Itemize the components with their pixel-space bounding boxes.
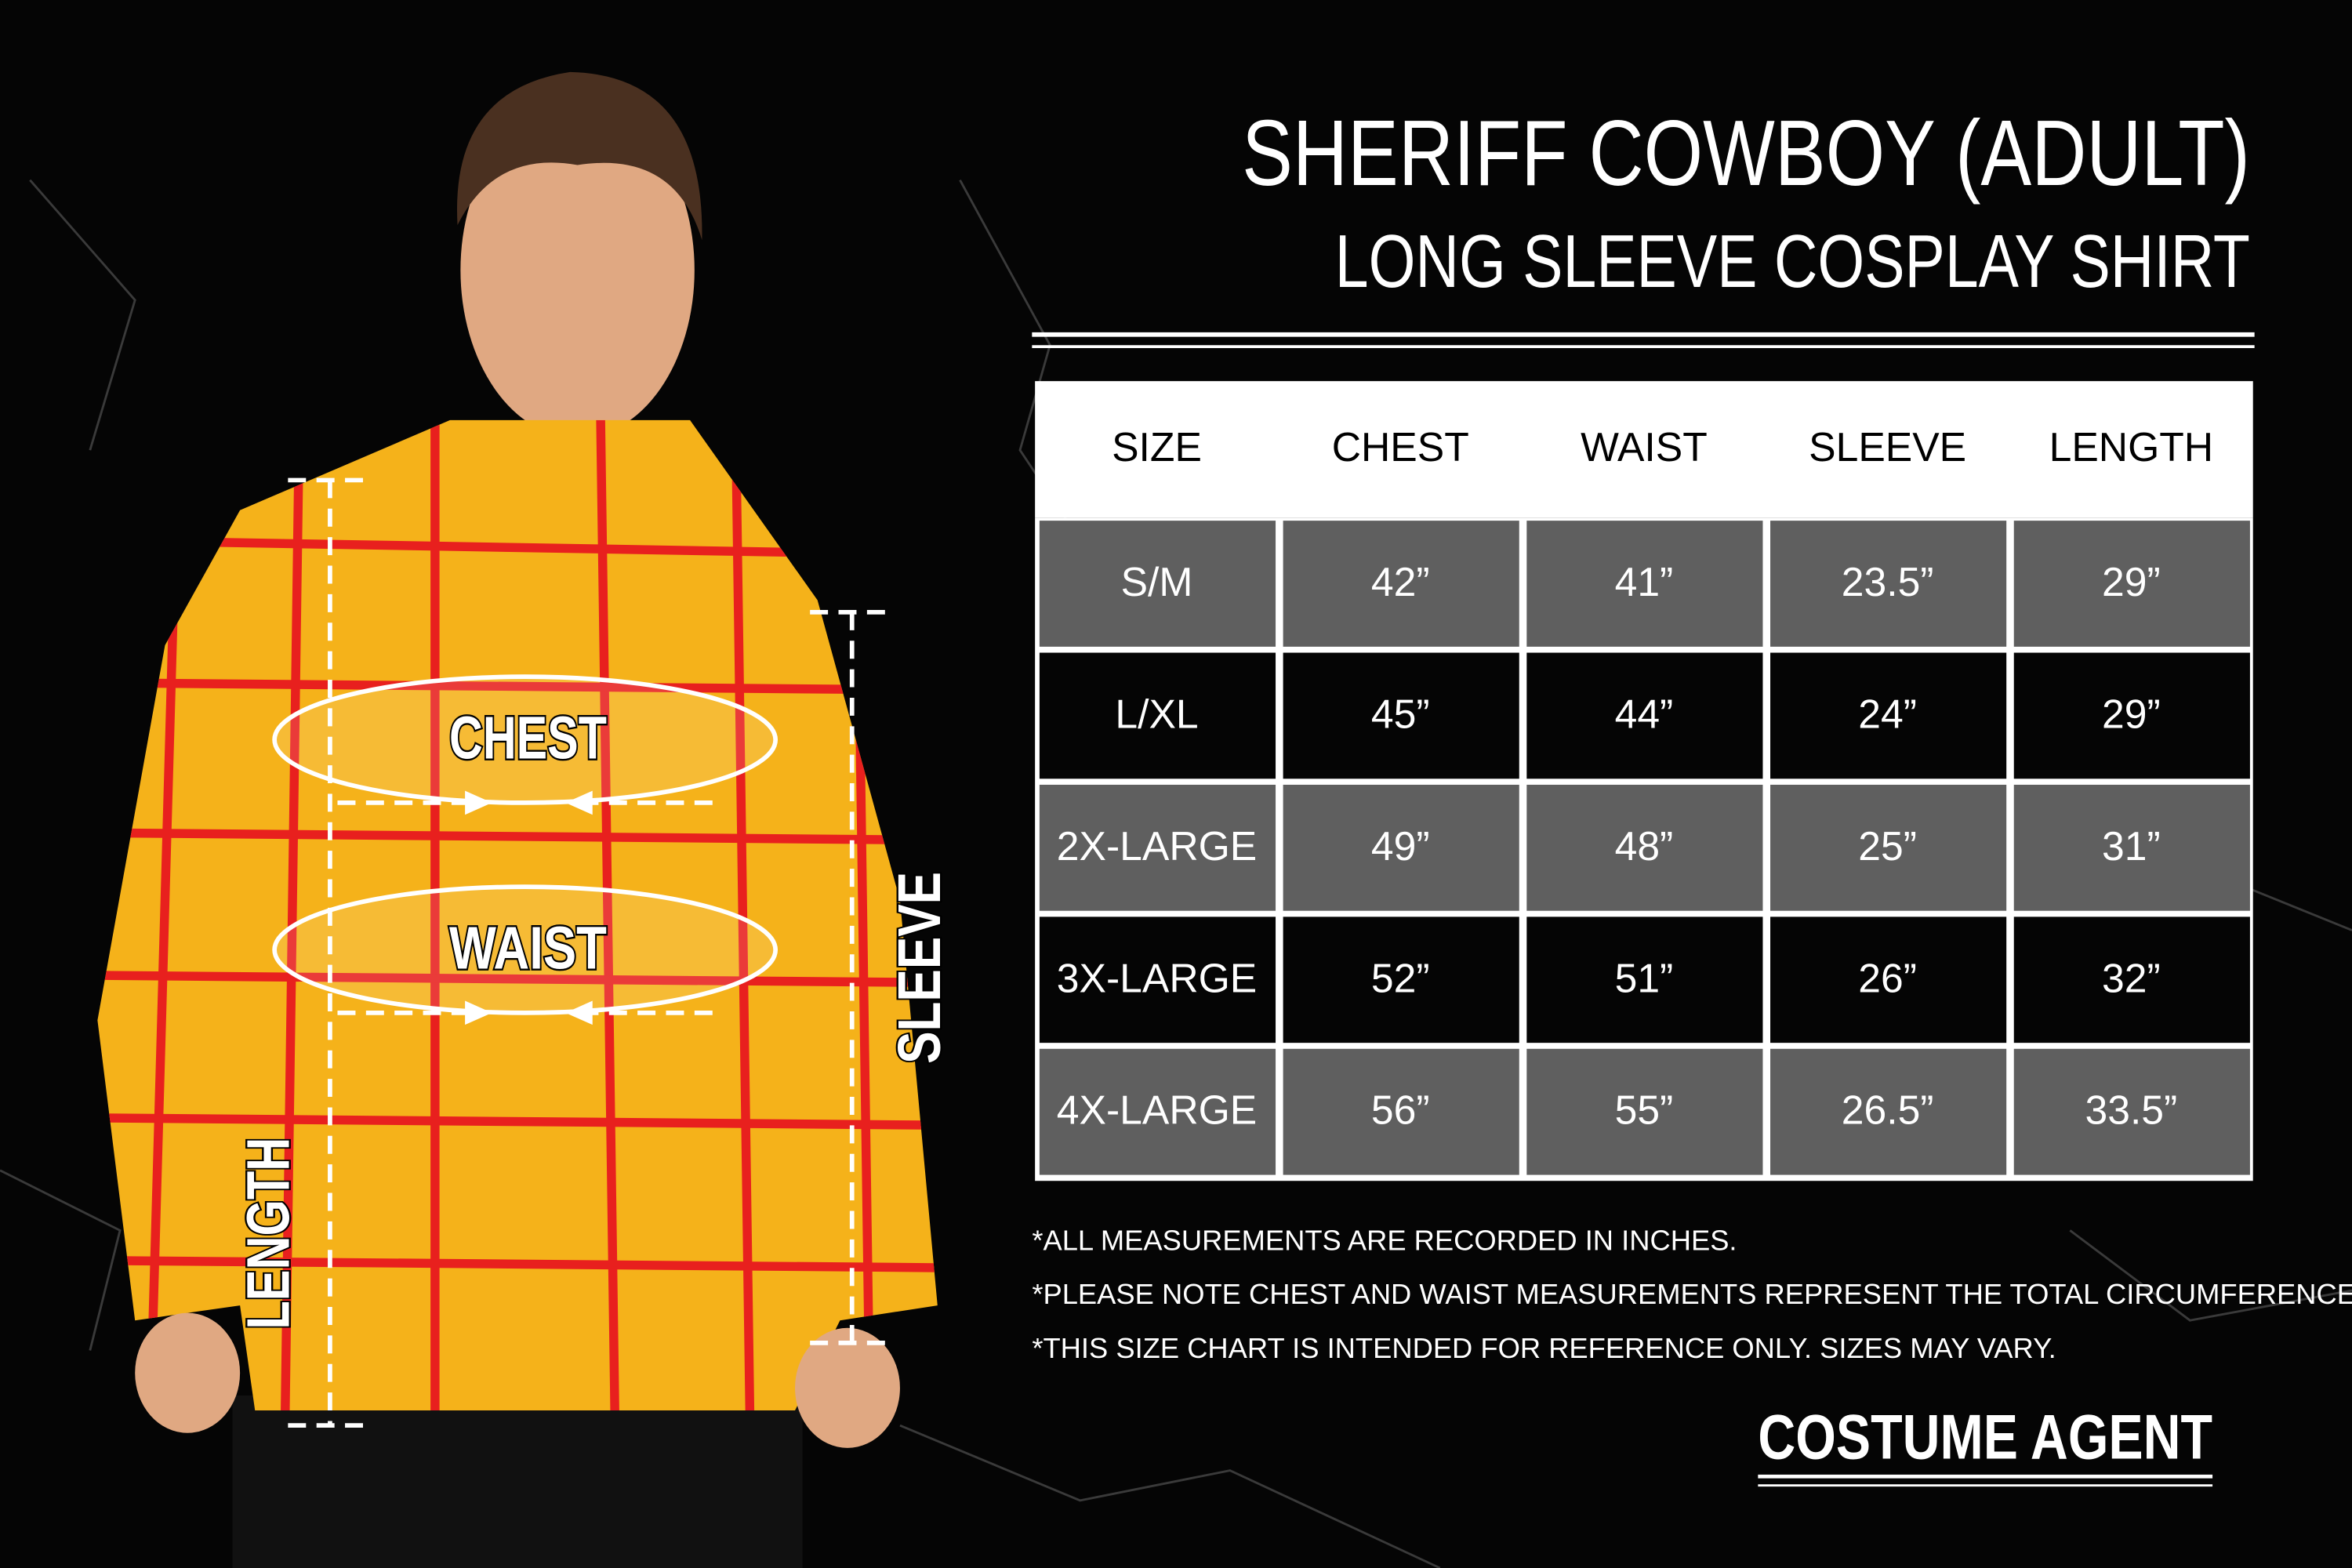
cell-bg <box>1770 916 2007 1044</box>
cell-bg <box>1039 784 1276 911</box>
hair <box>456 71 702 241</box>
table-header-bg <box>1035 381 2253 518</box>
cell-bg <box>1283 784 1519 911</box>
cell: 42” <box>1371 559 1430 604</box>
cell: 45” <box>1371 691 1430 736</box>
cell: 26” <box>1858 955 1917 1000</box>
column-header: LENGTH <box>2049 424 2213 470</box>
notes: *ALL MEASUREMENTS ARE RECORDED IN INCHES… <box>1032 1224 2352 1364</box>
brand: COSTUME AGENT <box>1758 1402 2212 1472</box>
cell-bg <box>1039 652 1276 779</box>
cell: 23.5” <box>1842 559 1934 604</box>
cell-bg <box>2013 916 2250 1044</box>
cell: 33.5” <box>2085 1087 2178 1133</box>
cell: 51” <box>1615 955 1674 1000</box>
cell: S/M <box>1121 559 1193 604</box>
cell-bg <box>2013 1048 2250 1175</box>
column-header: SIZE <box>1112 424 1202 470</box>
cell-bg <box>1283 1048 1519 1175</box>
cell-bg <box>1283 521 1519 647</box>
face <box>460 102 695 438</box>
cell: 52” <box>1371 955 1430 1000</box>
size-table: SIZE CHEST WAIST SLEEVE LENGTH S/M 42” 41” 23.5”… <box>1035 381 2253 1181</box>
cell: L/XL <box>1115 691 1198 736</box>
cell-bg <box>1770 521 2007 647</box>
model <box>97 71 938 1568</box>
cell-bg <box>1526 784 1763 911</box>
waist-label: WAIST <box>449 916 607 982</box>
length-label: LENGTH <box>235 1138 302 1330</box>
sleeve-label: SLEEVE <box>887 872 953 1064</box>
chest-label: CHEST <box>449 706 607 772</box>
cell: 48” <box>1615 823 1674 869</box>
note: *ALL MEASUREMENTS ARE RECORDED IN INCHES… <box>1032 1224 1737 1256</box>
subtitle: LONG SLEEVE COSPLAY SHIRT <box>1335 220 2250 303</box>
cell: 49” <box>1371 823 1430 869</box>
note: *THIS SIZE CHART IS INTENDED FOR REFEREN… <box>1032 1332 2056 1364</box>
cell-bg <box>1283 652 1519 779</box>
column-header: CHEST <box>1332 424 1469 470</box>
title: SHERIFF COWBOY (ADULT) <box>1242 102 2250 205</box>
cell: 29” <box>2102 691 2161 736</box>
cell: 56” <box>1371 1087 1430 1133</box>
left-hand <box>135 1312 241 1433</box>
cell: 41” <box>1615 559 1674 604</box>
cell: 55” <box>1615 1087 1674 1133</box>
column-header: WAIST <box>1581 424 1708 470</box>
measure-guides: CHEST WAIST LENGTH SLEEVE <box>234 477 955 1428</box>
cell: 4X-LARGE <box>1057 1087 1257 1133</box>
cell-bg <box>1526 652 1763 779</box>
cell: 25” <box>1858 823 1917 869</box>
cell-bg <box>1770 784 2007 911</box>
cell: 26.5” <box>1842 1087 1934 1133</box>
cell: 2X-LARGE <box>1057 823 1257 869</box>
cell-bg <box>1526 1048 1763 1175</box>
column-header: SLEEVE <box>1809 424 1966 470</box>
cell-bg <box>2013 521 2250 647</box>
cell: 3X-LARGE <box>1057 955 1257 1000</box>
cell-bg <box>1770 652 2007 779</box>
cell-bg <box>1526 521 1763 647</box>
right-hand <box>795 1327 900 1448</box>
pants <box>232 1395 803 1568</box>
shirt <box>97 419 938 1411</box>
cell-bg <box>2013 652 2250 779</box>
note: *PLEASE NOTE CHEST AND WAIST MEASUREMENT… <box>1032 1278 2352 1310</box>
cell: 44” <box>1615 691 1674 736</box>
cell: 32” <box>2102 955 2161 1000</box>
cell-bg <box>1039 521 1276 647</box>
cell-bg <box>1770 1048 2007 1175</box>
waist-ellipse <box>272 884 779 1015</box>
cell-bg <box>2013 784 2250 911</box>
cell-bg <box>1526 916 1763 1044</box>
cell: 24” <box>1858 691 1917 736</box>
cell: 29” <box>2102 559 2161 604</box>
cell: 31” <box>2102 823 2161 869</box>
chest-ellipse <box>272 674 779 805</box>
cell-bg <box>1039 1048 1276 1175</box>
cell-bg <box>1039 916 1276 1044</box>
cell-bg <box>1283 916 1519 1044</box>
